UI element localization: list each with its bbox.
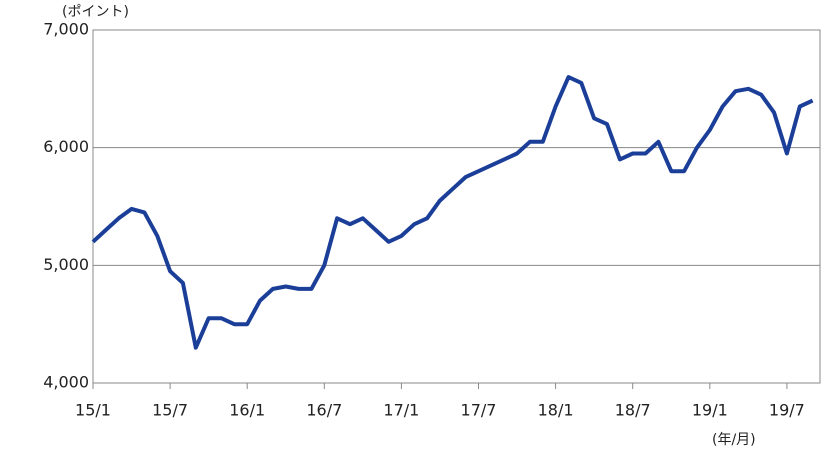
x-tick-label: 15/1 xyxy=(75,401,111,420)
x-tick-label: 17/7 xyxy=(461,401,497,420)
x-tick-label: 16/7 xyxy=(306,401,342,420)
y-unit: (ポイント) xyxy=(62,4,129,20)
y-tick-label: 4,000 xyxy=(43,373,89,392)
x-tick-label: 15/7 xyxy=(152,401,188,420)
x-tick-label: 18/7 xyxy=(615,401,651,420)
x-tick-label: 19/7 xyxy=(769,401,805,420)
x-unit: (年/月) xyxy=(712,432,756,448)
y-tick-label: 5,000 xyxy=(43,255,89,274)
y-tick-label: 7,000 xyxy=(43,20,89,39)
x-tick-label: 16/1 xyxy=(229,401,265,420)
x-tick-label: 17/1 xyxy=(383,401,419,420)
x-tick-label: 18/1 xyxy=(538,401,574,420)
x-tick-label: 19/1 xyxy=(692,401,728,420)
y-tick-label: 6,000 xyxy=(43,137,89,156)
line xyxy=(91,75,814,350)
